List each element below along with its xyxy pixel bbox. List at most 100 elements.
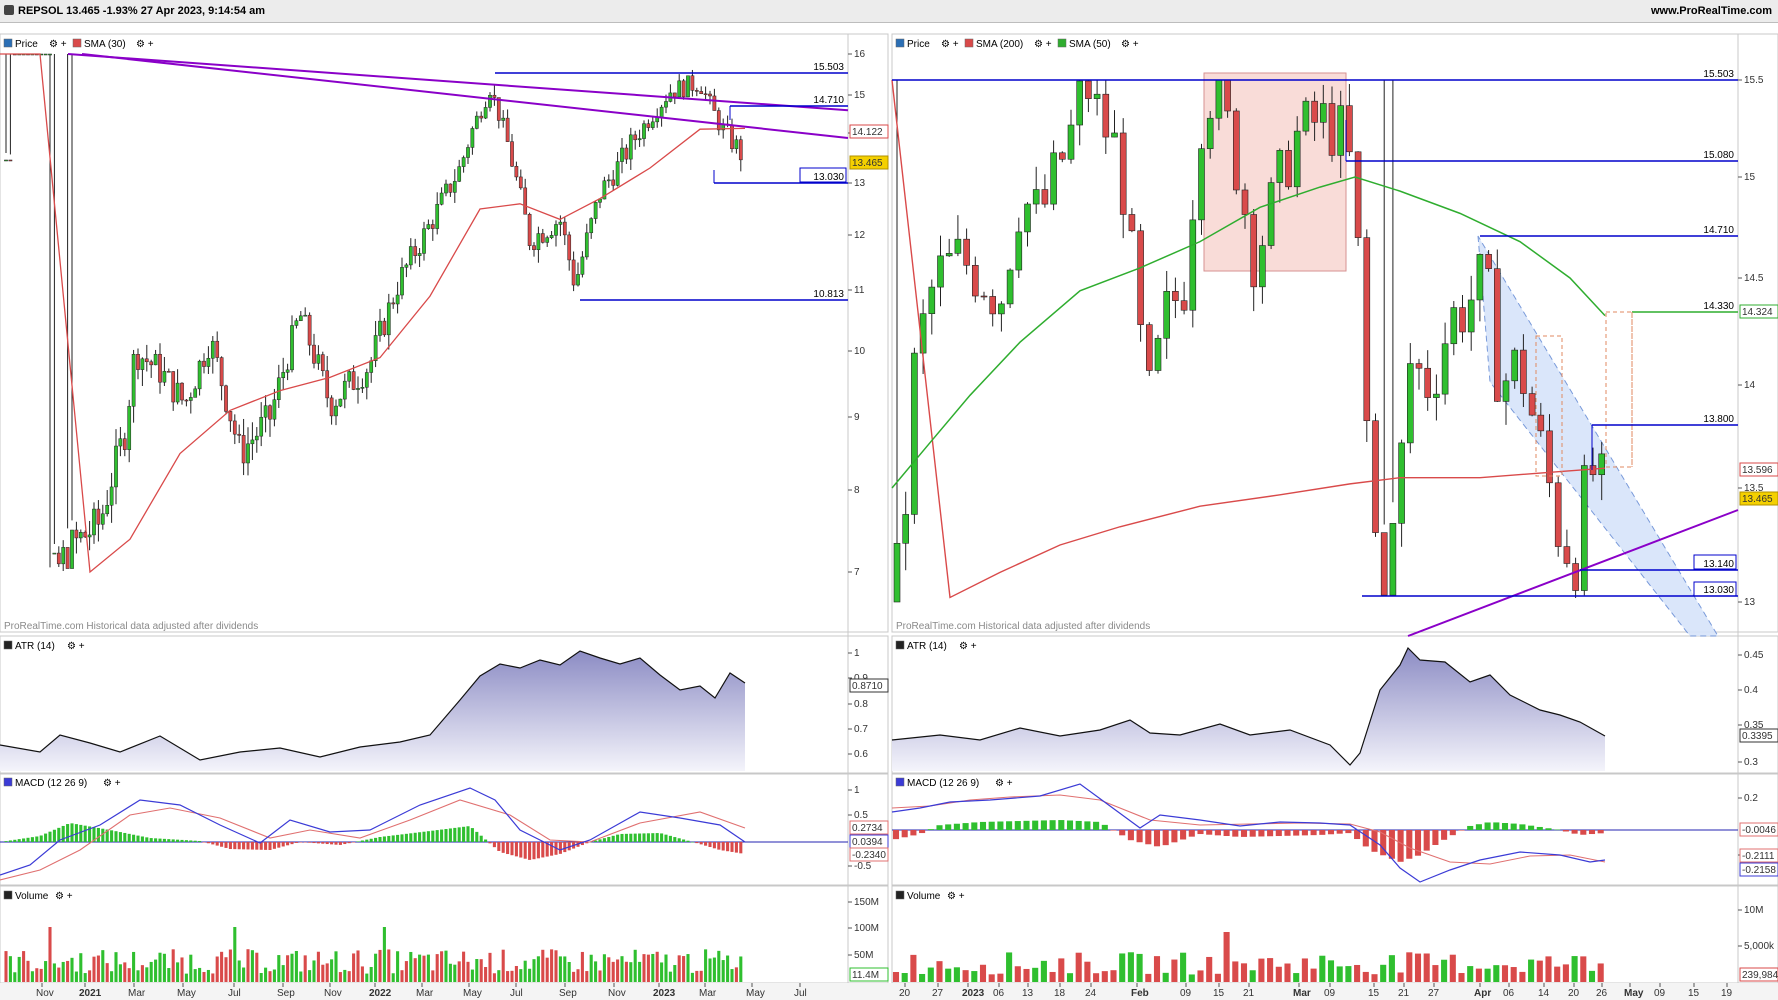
macd-left-hist-bar [580, 842, 584, 846]
macd-left-hist-bar [563, 842, 567, 853]
volume-right-bar [1414, 953, 1422, 982]
macd-right-hist-bar [1345, 830, 1352, 834]
volume-left-bar [704, 949, 708, 982]
volume-left-bar [457, 961, 461, 982]
macd-left-hist-bar [228, 842, 232, 850]
y-tick-label: 0.2 [1744, 793, 1758, 804]
level-15503-label: 15.503 [1703, 69, 1734, 80]
level-13140-label: 13.140 [1703, 559, 1734, 570]
candle-body [1589, 465, 1597, 476]
wrench-icon: ⚙ + [995, 778, 1013, 789]
macd-left-hist-bar [734, 842, 738, 853]
x-tick-label: 15 [1688, 988, 1700, 999]
candle-body [954, 238, 962, 254]
candle-body [417, 253, 422, 256]
candle-body [224, 385, 228, 412]
candle-body [532, 245, 536, 251]
legend-label: MACD (12 26 9) [15, 778, 87, 789]
macd-left-hist-bar [602, 838, 606, 842]
volume-left-bar [127, 968, 131, 982]
candle-body [518, 176, 523, 189]
volume-left-bar [202, 971, 206, 982]
candle-body [963, 238, 970, 266]
volume-left-bar [96, 955, 100, 982]
volume-left-bar [523, 960, 527, 982]
macd-left-hist-bar [594, 840, 598, 842]
volume-left-bar [633, 949, 637, 982]
macd-left-hist-bar [202, 842, 206, 843]
candle-body [334, 405, 338, 417]
macd-right-hist-bar [1380, 830, 1387, 856]
volume-left-bar [580, 951, 584, 982]
y-tick-label: 12 [854, 230, 866, 241]
candle-body [659, 106, 664, 118]
volume-left-bar [400, 970, 404, 982]
macd-right-hist-bar [997, 821, 1004, 830]
candle-body [664, 101, 668, 108]
candle-body [1380, 532, 1388, 596]
macd-left-hist-bar [8, 840, 12, 842]
candle-body [1137, 230, 1144, 325]
macd-left-hist-bar [501, 842, 505, 853]
macd-left-hist-bar [369, 838, 373, 842]
legend-swatch [895, 777, 905, 787]
candle-body [686, 75, 690, 98]
volume-right-bar [1066, 973, 1074, 982]
candle-body [122, 438, 127, 450]
macd-left-hist-bar [545, 842, 549, 857]
candle-body [1433, 393, 1440, 398]
x-tick-label: 20 [899, 988, 911, 999]
volume-left-bar [664, 954, 668, 982]
macd-left-hist-bar [382, 836, 386, 842]
candle-body [246, 443, 250, 464]
volume-left-bar [35, 968, 39, 982]
volume-right-bar [910, 954, 917, 982]
candle-body [1076, 80, 1083, 126]
volume-right-bar [1240, 963, 1248, 982]
candle-body [158, 353, 162, 383]
macd-left-hist-bar [140, 836, 144, 842]
site-link[interactable]: www.ProRealTime.com [1650, 5, 1772, 17]
macd-right-hist-bar [1441, 830, 1448, 840]
macd-left-hist-bar [607, 836, 611, 842]
volume-right-bar [1284, 963, 1291, 982]
volume-left-bar [475, 959, 479, 982]
candle-body [549, 235, 554, 238]
volume-right-bar [1162, 972, 1169, 982]
panel-frame [0, 635, 889, 774]
volume-right-bar [1188, 974, 1195, 982]
y-tick-label: 8 [854, 485, 860, 496]
macd-left-signal [0, 799, 746, 881]
candle-body [272, 399, 277, 420]
atr-left-area [0, 651, 745, 771]
volume-right-bar [1058, 958, 1065, 982]
volume-left-bar [30, 971, 34, 982]
y-tick-label: 13 [1744, 597, 1756, 608]
volume-right-bar [1528, 959, 1535, 982]
volume-left-bar [343, 969, 347, 982]
candle-body [259, 416, 264, 437]
candle-body [378, 320, 382, 336]
volume-right-bar [1406, 952, 1413, 982]
macd-left-hist-bar [308, 842, 312, 843]
macd-left-hist-bar [123, 832, 127, 842]
candle-body [1093, 93, 1101, 99]
macd-right-hist-bar [936, 825, 943, 830]
volume-left-bar [286, 955, 290, 982]
volume-left-bar [730, 969, 734, 982]
badge-atr-left [849, 678, 889, 693]
candle-body [250, 439, 255, 445]
volume-right-bar [1501, 965, 1509, 982]
macd-left-hist-bar [211, 842, 215, 845]
volume-left-bar [224, 957, 228, 982]
y-tick-label: -0.5 [854, 861, 872, 872]
macd-right-hist-bar [1240, 830, 1248, 837]
macd-left-hist-bar [246, 842, 250, 850]
macd-left-hist-bar [664, 834, 668, 842]
volume-right-bar [919, 973, 926, 982]
volume-left-bar [545, 957, 549, 982]
macd-right-hist-bar [1414, 830, 1422, 856]
macd-left-hist-bar [444, 829, 448, 842]
candle-body [470, 128, 475, 148]
